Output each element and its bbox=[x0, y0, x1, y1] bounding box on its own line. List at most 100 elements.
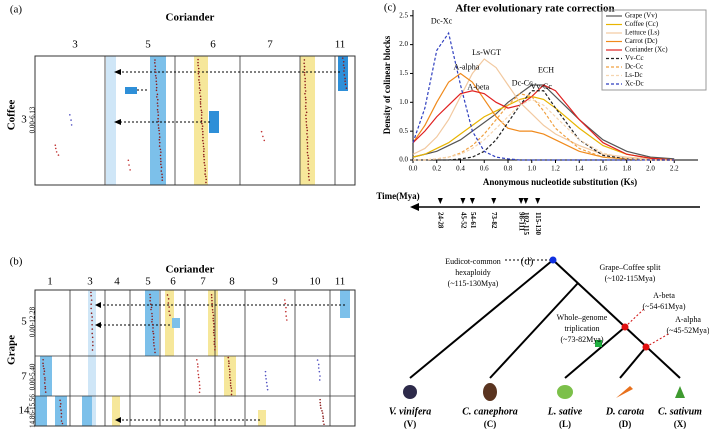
y-tick-label: 0.5 bbox=[399, 127, 408, 135]
dot bbox=[54, 147, 57, 150]
dot bbox=[230, 393, 233, 396]
dot bbox=[307, 154, 309, 157]
panel-label: (c) bbox=[384, 2, 397, 14]
dot bbox=[154, 59, 156, 61]
dot bbox=[197, 64, 199, 67]
dot bbox=[214, 348, 216, 351]
event-label: A-beta bbox=[653, 291, 675, 300]
dot bbox=[213, 337, 216, 340]
node bbox=[642, 343, 650, 351]
dot bbox=[304, 84, 307, 86]
dot bbox=[202, 142, 205, 145]
dot bbox=[42, 358, 44, 361]
dot bbox=[42, 362, 44, 365]
dot bbox=[197, 58, 199, 61]
dot bbox=[160, 160, 162, 163]
dot bbox=[169, 314, 171, 317]
row-label: 5 bbox=[21, 316, 27, 328]
dot bbox=[157, 111, 159, 113]
dot bbox=[90, 291, 92, 294]
dot bbox=[306, 138, 308, 141]
dot bbox=[91, 319, 93, 322]
x-tick-label: 2.0 bbox=[646, 165, 655, 173]
dot bbox=[303, 74, 306, 76]
dot bbox=[202, 136, 204, 139]
dot bbox=[152, 332, 155, 335]
dot bbox=[159, 157, 162, 160]
dot bbox=[201, 139, 204, 142]
dot bbox=[306, 132, 308, 135]
dot bbox=[151, 321, 153, 323]
dot bbox=[156, 93, 159, 96]
dot bbox=[150, 308, 152, 311]
time-mark bbox=[523, 198, 529, 204]
dot bbox=[198, 87, 201, 89]
dot bbox=[91, 323, 93, 326]
dot bbox=[212, 317, 214, 320]
highlight bbox=[300, 56, 315, 185]
dot bbox=[199, 387, 201, 390]
species-code: (C) bbox=[484, 419, 497, 429]
dot bbox=[152, 330, 154, 333]
dot bbox=[151, 323, 154, 326]
dot bbox=[319, 375, 321, 377]
dot bbox=[304, 86, 306, 89]
dot bbox=[200, 120, 203, 122]
time-mark bbox=[469, 198, 475, 204]
time-arrow bbox=[410, 203, 419, 211]
dot bbox=[157, 127, 160, 129]
dot bbox=[202, 145, 205, 148]
time-mark-label: 102-115 bbox=[522, 212, 530, 235]
dot bbox=[260, 130, 263, 133]
time-mark bbox=[491, 198, 497, 204]
dot bbox=[306, 151, 309, 154]
time-mark-label: 73-82 bbox=[490, 212, 498, 229]
dot bbox=[44, 387, 47, 390]
dot bbox=[212, 311, 214, 314]
series-line bbox=[412, 84, 675, 160]
row-label: 3 bbox=[21, 114, 27, 126]
legend-label: Grape (Vv) bbox=[625, 12, 658, 20]
dot bbox=[316, 359, 319, 361]
dot bbox=[198, 84, 201, 86]
dot bbox=[168, 310, 170, 313]
dot bbox=[90, 312, 93, 314]
dot bbox=[155, 80, 158, 83]
annotation: Dc-Xc bbox=[431, 16, 453, 25]
x-tick-label: 2.2 bbox=[670, 165, 679, 173]
dot bbox=[151, 312, 153, 315]
annotation: Ls-WGT bbox=[472, 48, 501, 57]
dot bbox=[227, 356, 230, 359]
dot bbox=[228, 362, 230, 365]
dot bbox=[317, 367, 320, 369]
panel-title: Coriander bbox=[166, 12, 215, 24]
time-mark-label: 98-111 bbox=[517, 212, 525, 232]
annotation: Dc-Cc bbox=[512, 79, 533, 88]
dot bbox=[321, 412, 324, 414]
dot bbox=[211, 305, 214, 308]
dot bbox=[321, 410, 323, 412]
x-tick-label: 0.6 bbox=[480, 165, 489, 173]
time-mark-label: 54-61 bbox=[469, 212, 477, 229]
dot bbox=[91, 316, 93, 318]
panel-a bbox=[34, 55, 356, 186]
dot bbox=[196, 359, 198, 361]
series-line bbox=[412, 95, 675, 161]
dot bbox=[159, 154, 162, 157]
dot bbox=[284, 310, 287, 313]
species-name: V. vinifera bbox=[389, 406, 432, 417]
dot bbox=[213, 334, 215, 337]
dot bbox=[198, 92, 201, 94]
dot bbox=[91, 349, 94, 351]
dot bbox=[155, 71, 157, 74]
dot bbox=[286, 319, 288, 321]
dot bbox=[213, 325, 215, 328]
dot bbox=[307, 157, 310, 159]
dot bbox=[157, 117, 159, 120]
dot bbox=[285, 306, 287, 309]
dot bbox=[304, 90, 307, 92]
series-line bbox=[412, 31, 675, 161]
dot bbox=[306, 129, 309, 132]
x-axis-label: Anonymous nucleotide substitution (Ks) bbox=[483, 177, 637, 187]
legend-label: Dc-Cc bbox=[625, 63, 643, 71]
